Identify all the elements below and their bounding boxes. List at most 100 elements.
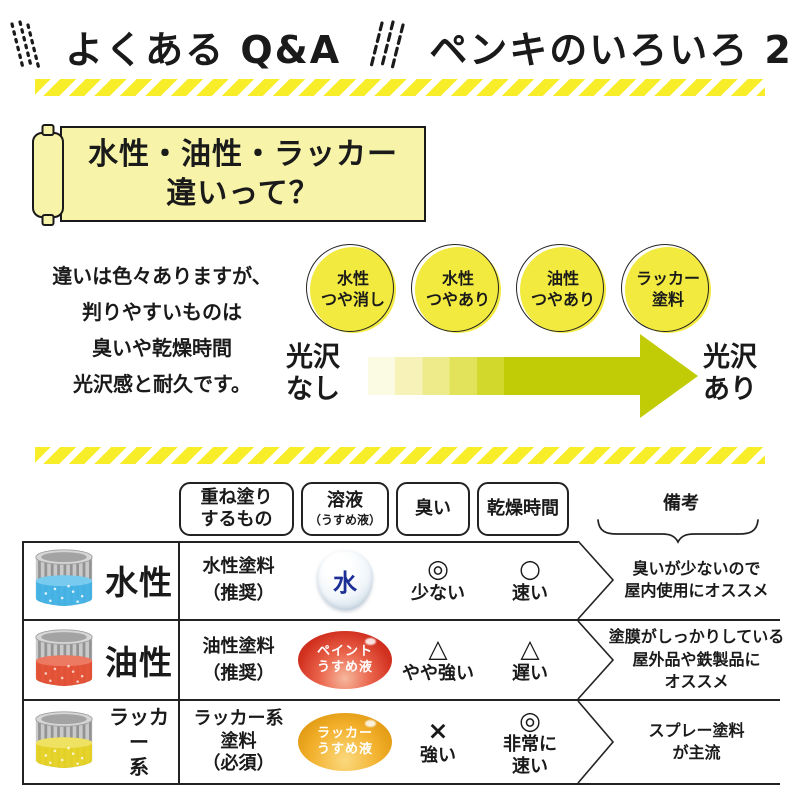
dashed-slash-middle-icon (365, 19, 405, 73)
paint-comparison-table: 水性 水性塗料 （推奨） 水 ◎ 少ない ○ 速い (22, 541, 785, 785)
page-header: よくある Q&A ペンキのいろいろ 2 (0, 16, 800, 76)
intro-line3: 臭いや乾燥時間 (92, 336, 232, 360)
remarks-chevron-icon (577, 621, 615, 699)
solvent-header-line1: 溶液 (327, 490, 363, 512)
paint-thinner-red-icon: ペイント うすめ液 (298, 631, 392, 689)
thinner-label-line2: うすめ液 (316, 660, 373, 675)
column-header-solvent: 溶液 （うすめ液） (301, 482, 389, 536)
lacquer-thinner-orange-icon: ラッカー うすめ液 (298, 713, 392, 771)
drytime-rating-symbol: ◎ (519, 705, 541, 735)
paint-type-name-line1: ラッカー (109, 704, 169, 754)
paint-can-yellow-icon (32, 710, 96, 774)
remarks-cell: 塗膜がしっかりしている 屋外品や鉄製品に オススメ (609, 621, 785, 699)
recoat-line: 油性塗料 (202, 636, 275, 657)
remarks-line: 塗膜がしっかりしている (608, 627, 785, 647)
water-drop-label: 水 (333, 568, 357, 597)
gloss-full-label: 光沢 あり (703, 342, 757, 407)
smell-rating-text: 少ない (411, 582, 465, 604)
column-header-remarks: 備考 (663, 493, 699, 514)
paint-type-name: 水性 (105, 563, 173, 602)
page-title-left: よくある Q&A (65, 27, 342, 72)
paint-type-name: 油性 (105, 643, 173, 682)
intro-line2: 判りやすいものは (82, 300, 242, 324)
smell-rating-text: 強い (420, 744, 456, 766)
remarks-chevron-icon (577, 701, 615, 783)
drytime-header: 乾燥時間 (487, 497, 559, 519)
column-header-drytime: 乾燥時間 (477, 482, 569, 536)
intro-line4: 光沢感と耐久です。 (73, 372, 251, 396)
recoat-line: （必須） (202, 753, 275, 775)
question-line1: 水性・油性・ラッカー (88, 137, 398, 172)
column-header-recoat: 重ね塗り するもの (179, 482, 294, 536)
gloss-full-line2: あり (703, 374, 757, 406)
arrow-body (368, 357, 640, 395)
drytime-cell: △ 遅い (483, 621, 577, 699)
recoat-header-line2: するもの (200, 509, 273, 530)
thinner-label-line1: ラッカー (316, 725, 373, 741)
dashed-slash-left-icon (7, 19, 41, 73)
smell-rating-text: やや強い (402, 662, 474, 684)
recoat-cell: ラッカー系 塗料 （必須） (180, 701, 297, 783)
table-row-oil: 油性 油性塗料 （推奨） ペイント うすめ液 △ やや強い △ 遅い (24, 621, 785, 701)
question-banner: 水性・油性・ラッカー 違いって？ (30, 120, 428, 224)
gloss-none-label: 光沢 なし (286, 342, 340, 407)
smell-header: 臭い (415, 497, 451, 519)
remarks-chevron-icon (577, 541, 615, 619)
gloss-type-circles: 水性 つや消し 水性 つやあり 油性 つやあり ラッカー 塗料 (306, 244, 711, 333)
paint-can-red-icon (32, 628, 96, 692)
remarks-brace-icon (596, 519, 760, 549)
drytime-rating-text: 遅い (512, 662, 548, 684)
circle-yusei-tsuyaari: 油性 つやあり (516, 244, 606, 333)
intro-text: 違いは色々ありますが、 判りやすいものは 臭いや乾燥時間 光沢感と耐久です。 (36, 258, 288, 402)
gloss-none-line1: 光沢 (286, 342, 340, 373)
paint-can-blue-icon (32, 548, 96, 612)
drytime-cell: ○ 速い (483, 541, 577, 619)
page-title-right: ペンキのいろいろ 2 (429, 27, 793, 72)
smell-cell: × 強い (393, 701, 483, 783)
gloss-full-line1: 光沢 (703, 342, 757, 373)
smell-cell: △ やや強い (393, 621, 483, 699)
row-lacquer-name-cell: ラッカー 系 (24, 701, 180, 783)
circle-lacquer: ラッカー 塗料 (621, 244, 711, 333)
remarks-line: 屋外品や鉄製品に (632, 649, 761, 669)
row-water-name-cell: 水性 (24, 541, 180, 619)
recoat-cell: 油性塗料 （推奨） (180, 621, 297, 699)
table-row-water: 水性 水性塗料 （推奨） 水 ◎ 少ない ○ 速い (24, 541, 780, 621)
circle-suisei-tsuyakeshi: 水性 つや消し (306, 244, 396, 333)
scroll-roll-icon (32, 132, 64, 218)
remarks-cell: 臭いが少ないので 屋内使用にオススメ (615, 541, 778, 619)
remarks-line: 臭いが少ないので (632, 558, 761, 578)
table-row-lacquer: ラッカー 系 ラッカー系 塗料 （必須） ラッカー うすめ液 × 強い ◎ (24, 701, 780, 785)
drytime-cell: ◎ 非常に 速い (483, 701, 577, 783)
remarks-line: スプレー塗料 (648, 720, 745, 740)
yellow-hatch-divider-top (35, 79, 765, 96)
remarks-line: オススメ (664, 672, 729, 692)
recoat-line: 水性塗料 (202, 556, 275, 577)
drytime-rating-text: 速い (512, 755, 548, 777)
water-drop-icon: 水 (317, 550, 373, 610)
paint-type-name-line2: 系 (129, 754, 149, 779)
smell-rating-symbol: ◎ (427, 554, 449, 584)
drytime-rating-symbol: ○ (519, 554, 541, 584)
circle-suisei-tsuyaari: 水性 つやあり (411, 244, 501, 333)
recoat-line: （推奨） (202, 583, 275, 604)
thinner-label-line2: うすめ液 (316, 742, 373, 757)
recoat-line: 塗料 (220, 730, 257, 752)
thinner-label-line1: ペイント (316, 643, 373, 659)
remarks-line: が主流 (672, 743, 721, 762)
drytime-rating-symbol: △ (520, 634, 540, 664)
recoat-line: ラッカー系 (193, 708, 284, 730)
smell-rating-symbol: △ (428, 634, 448, 664)
solvent-cell: 水 (297, 541, 393, 619)
smell-cell: ◎ 少ない (393, 541, 483, 619)
question-line2: 違いって？ (166, 176, 320, 211)
solvent-header-line2: （うすめ液） (308, 512, 381, 527)
intro-line1: 違いは色々ありますが、 (52, 264, 272, 288)
gloss-none-line2: なし (286, 374, 340, 406)
recoat-cell: 水性塗料 （推奨） (180, 541, 297, 619)
remarks-cell: スプレー塗料 が主流 (615, 701, 778, 783)
recoat-line: （推奨） (202, 663, 275, 684)
solvent-cell: ペイント うすめ液 (297, 621, 393, 699)
yellow-hatch-divider-bottom (35, 447, 765, 464)
